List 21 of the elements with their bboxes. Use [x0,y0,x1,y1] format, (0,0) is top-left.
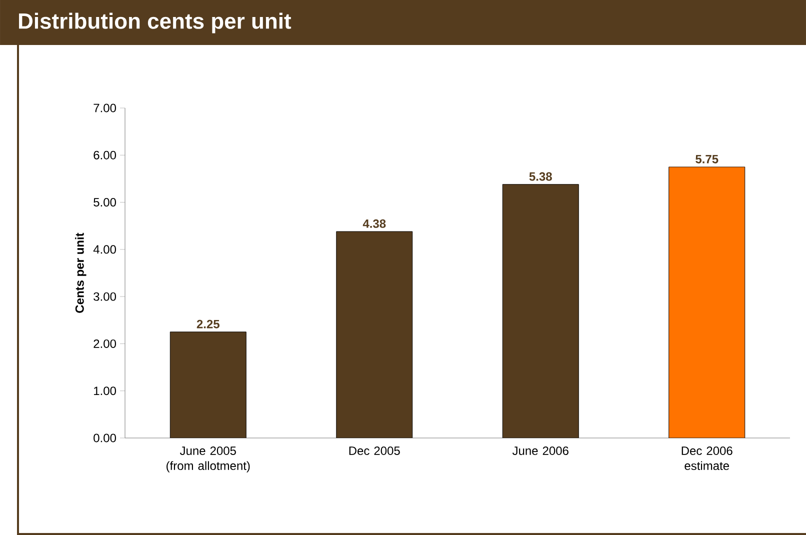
y-tick-label: 6.00 [94,150,116,160]
y-tick-label: 7.00 [94,104,116,112]
x-tick-label: June 2005 (from allotment) [166,446,250,472]
y-tick-label: 3.00 [94,292,116,301]
chart-title: Distribution cents per unit [19,12,292,34]
bar [502,184,579,438]
data-label: 5.38 [529,172,552,181]
bar [668,166,746,438]
data-label: 4.38 [362,219,386,228]
x-tick-label: Dec 2005 [349,446,400,456]
y-axis-title: Cents per unit [75,232,86,313]
bar [170,332,246,438]
x-tick-label: June 2006 [512,446,568,456]
x-tick-label: Dec 2006 estimate [682,446,732,470]
y-tick-label: 1.00 [94,386,116,396]
data-label: 5.75 [696,154,718,164]
data-label: 2.25 [196,320,220,328]
y-tick-label: 4.00 [93,245,116,254]
y-tick-label: 0.00 [94,434,116,442]
y-tick-label: 5.00 [94,198,116,207]
y-tick-label: 2.00 [94,339,116,348]
